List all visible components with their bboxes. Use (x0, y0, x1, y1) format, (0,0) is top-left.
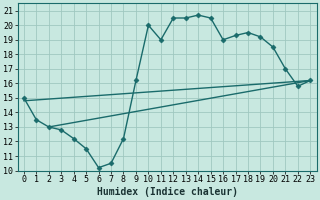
X-axis label: Humidex (Indice chaleur): Humidex (Indice chaleur) (97, 186, 237, 197)
